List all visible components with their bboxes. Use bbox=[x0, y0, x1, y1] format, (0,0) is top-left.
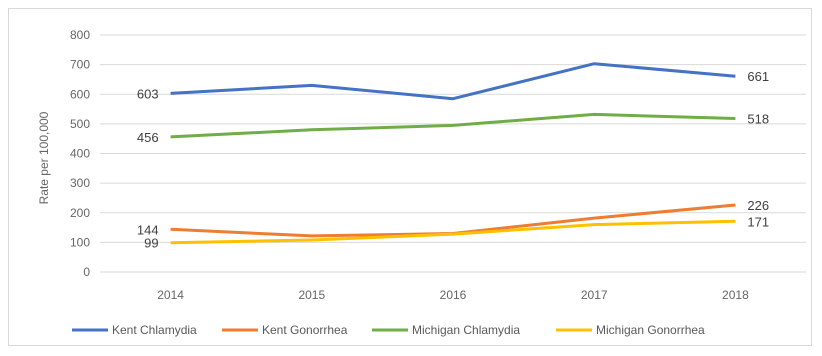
x-tick-label: 2016 bbox=[440, 288, 467, 302]
data-label: 144 bbox=[137, 222, 159, 237]
y-tick-label: 0 bbox=[83, 265, 90, 279]
y-tick-label: 100 bbox=[70, 235, 90, 249]
data-labels: 603 661 144 226 456 518 99 171 bbox=[137, 69, 769, 250]
series-line-kent-chlamydia bbox=[170, 62, 736, 101]
data-label: 456 bbox=[137, 130, 159, 145]
data-label: 661 bbox=[747, 69, 769, 84]
data-label: 171 bbox=[747, 214, 769, 229]
y-axis-ticks: 0 100 200 300 400 500 600 700 800 bbox=[70, 28, 90, 279]
x-tick-label: 2014 bbox=[157, 288, 184, 302]
legend: Kent Chlamydia Kent Gonorrhea Michigan Chl… bbox=[72, 323, 705, 337]
x-tick-label: 2018 bbox=[722, 288, 749, 302]
series-group bbox=[170, 62, 736, 245]
y-tick-label: 600 bbox=[70, 87, 90, 101]
x-axis-ticks: 2014 2015 2016 2017 2018 bbox=[157, 288, 749, 302]
x-tick-label: 2017 bbox=[581, 288, 608, 302]
x-tick-label: 2015 bbox=[298, 288, 325, 302]
data-label: 226 bbox=[747, 198, 769, 213]
series-line-michigan-chlamydia bbox=[170, 112, 736, 139]
y-tick-label: 300 bbox=[70, 176, 90, 190]
series-line-kent-gonorrhea bbox=[170, 203, 736, 238]
y-tick-label: 400 bbox=[70, 147, 90, 161]
gridlines bbox=[100, 34, 806, 273]
data-label: 603 bbox=[137, 86, 159, 101]
legend-label: Michigan Chlamydia bbox=[412, 323, 520, 337]
y-tick-label: 200 bbox=[70, 206, 90, 220]
legend-label: Kent Gonorrhea bbox=[262, 323, 348, 337]
y-tick-label: 700 bbox=[70, 58, 90, 72]
data-label: 518 bbox=[747, 112, 769, 127]
series-line-michigan-gonorrhea bbox=[170, 219, 736, 245]
y-tick-label: 800 bbox=[70, 28, 90, 42]
legend-label: Kent Chlamydia bbox=[112, 323, 197, 337]
legend-label: Michigan Gonorrhea bbox=[596, 323, 705, 337]
y-axis-label: Rate per 100,000 bbox=[37, 111, 51, 204]
data-label: 99 bbox=[144, 236, 158, 251]
y-tick-label: 500 bbox=[70, 117, 90, 131]
